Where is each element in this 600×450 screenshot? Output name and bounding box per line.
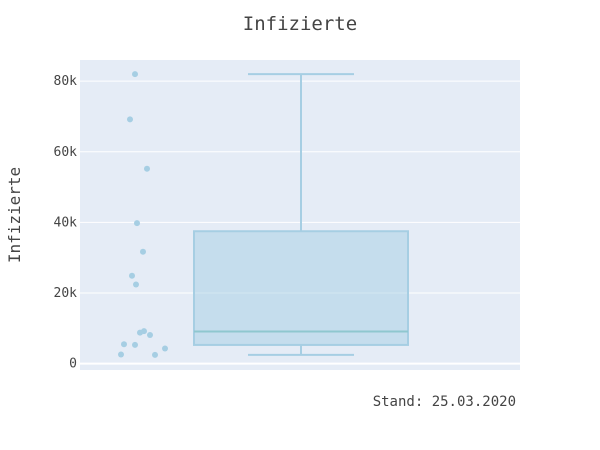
data-point (118, 351, 124, 358)
y-tick-label: 60k (54, 145, 78, 160)
data-point (133, 281, 139, 288)
y-axis-ticks: 0 20k 40k 60k 80k (54, 74, 78, 371)
data-point (121, 341, 127, 348)
data-point (134, 220, 140, 227)
y-tick-label: 40k (54, 215, 78, 230)
data-point (162, 345, 168, 352)
outlier-points (118, 71, 168, 358)
data-point (137, 329, 143, 336)
y-tick-label: 20k (54, 286, 78, 301)
y-tick-label: 0 (69, 357, 77, 372)
data-point (144, 165, 150, 172)
data-point (129, 272, 135, 279)
y-tick-label: 80k (54, 74, 78, 89)
data-point (132, 71, 138, 78)
data-point (127, 116, 133, 123)
chart-title: Infizierte (243, 13, 357, 35)
y-axis-title: Infizierte (5, 167, 24, 263)
data-point (140, 248, 146, 255)
date-annotation: Stand: 25.03.2020 (373, 394, 516, 410)
box-trace (193, 73, 409, 356)
data-point (152, 351, 158, 358)
interquartile-box (193, 230, 409, 346)
data-point (132, 341, 138, 348)
data-point (147, 332, 153, 339)
